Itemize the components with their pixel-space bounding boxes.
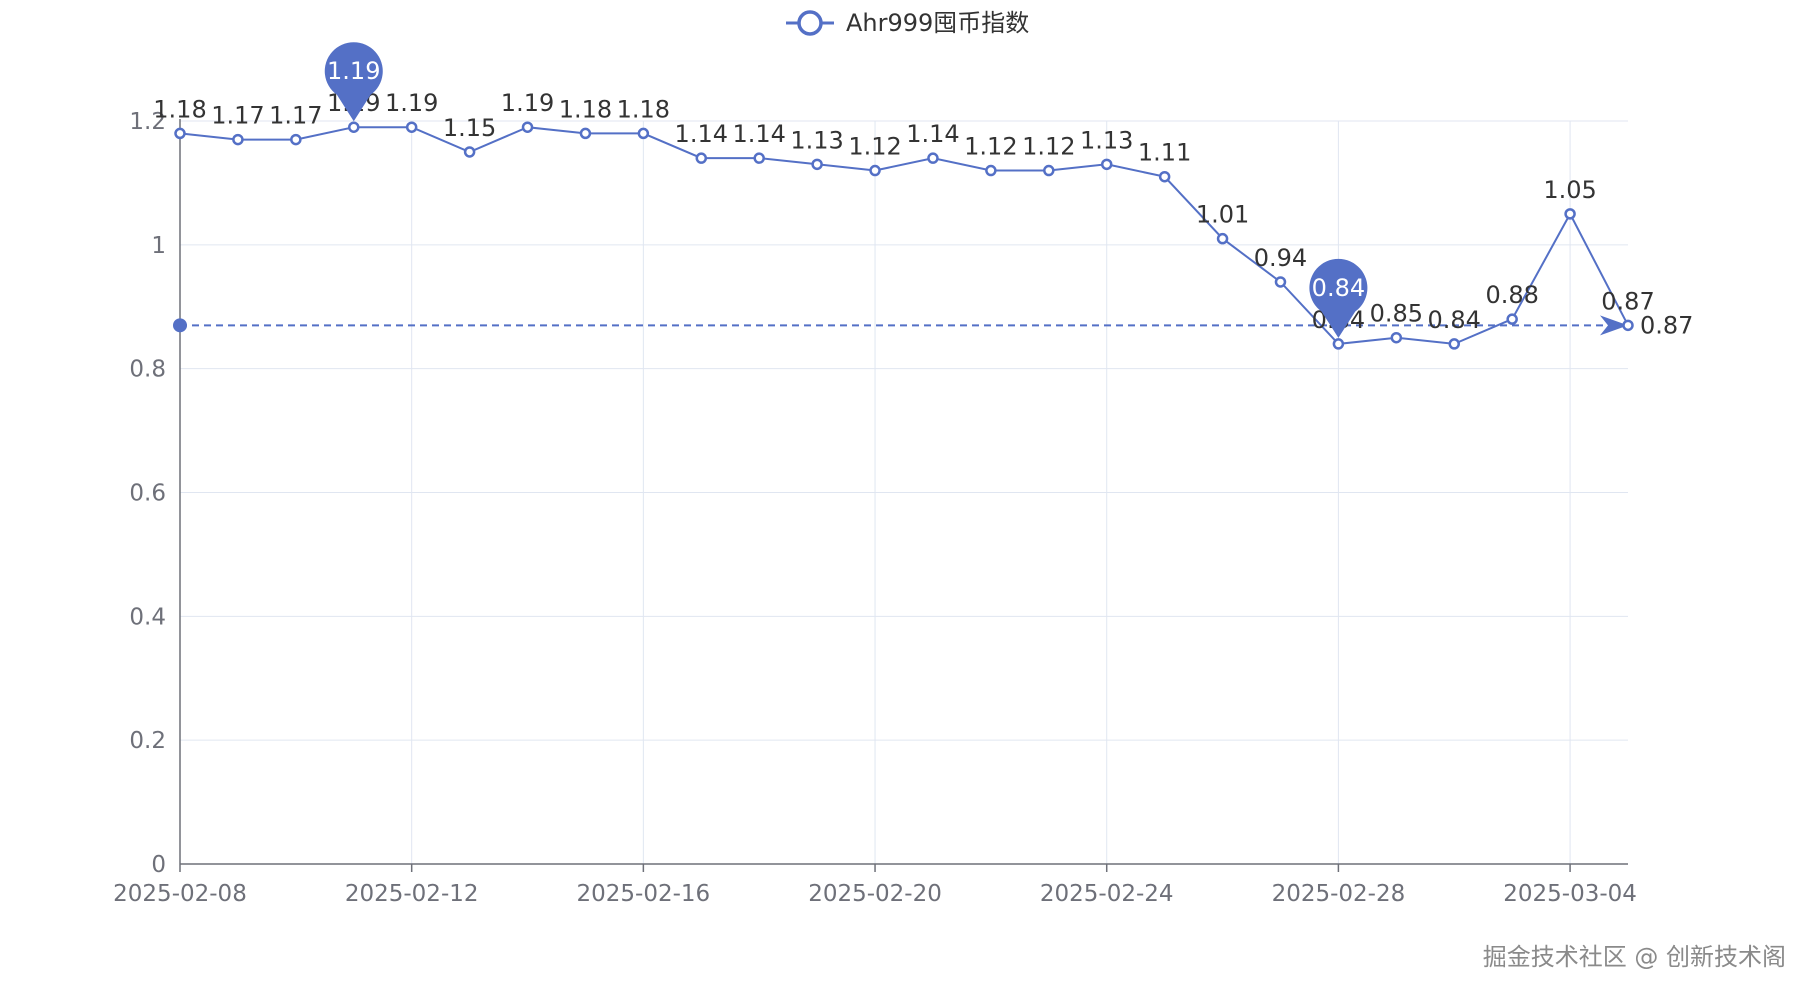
legend-circle-icon	[797, 10, 823, 36]
data-point	[1274, 276, 1287, 288]
data-label: 1.14	[732, 120, 785, 148]
data-point	[1332, 338, 1345, 350]
data-point	[579, 127, 592, 140]
data-label: 1.01	[1196, 201, 1249, 229]
data-point	[1564, 208, 1576, 220]
data-label: 1.11	[1138, 139, 1191, 167]
data-point	[405, 121, 418, 133]
data-label: 1.18	[153, 95, 206, 123]
mark-line-arrow	[1600, 315, 1628, 336]
data-label: 1.14	[906, 120, 959, 148]
data-point	[637, 127, 650, 140]
data-point	[753, 152, 765, 164]
y-tick-label: 0.4	[129, 604, 166, 630]
data-label: 1.05	[1543, 176, 1596, 204]
data-label: 1.12	[1022, 133, 1075, 161]
data-label: 1.17	[269, 102, 322, 130]
data-label: 1.13	[1080, 126, 1133, 154]
data-point	[811, 158, 823, 171]
grid-lines	[180, 120, 1628, 864]
y-tick-label: 0.6	[129, 481, 166, 507]
mark-point-pin	[1309, 258, 1368, 338]
y-tick-label: 1.2	[129, 109, 166, 135]
data-label: 0.85	[1370, 300, 1423, 328]
data-label: 1.12	[964, 133, 1017, 161]
data-label: 1.15	[443, 114, 496, 142]
data-point	[232, 133, 244, 146]
mark-point-label: 0.84	[1312, 274, 1365, 302]
data-label: 1.14	[675, 120, 728, 148]
y-tick-label: 1	[151, 233, 166, 259]
watermark: 掘金技术社区 @ 创新技术阁	[1482, 943, 1786, 971]
mark-points: 1.19 0.84	[324, 42, 1368, 338]
data-label: 1.18	[617, 95, 670, 123]
data-point	[521, 121, 534, 133]
series-line	[179, 126, 1629, 345]
data-point	[463, 146, 476, 158]
legend-label: Ahr999囤币指数	[846, 9, 1029, 37]
x-tick-label: 2025-03-04	[1503, 881, 1637, 907]
data-point	[1622, 319, 1634, 332]
mark-line-start-dot	[173, 318, 187, 333]
mark-line: 0.87	[173, 311, 1693, 339]
y-tick-label: 0.2	[129, 728, 166, 754]
data-label: 0.88	[1485, 281, 1538, 309]
data-point	[1043, 164, 1055, 177]
data-point	[1158, 170, 1171, 183]
data-label: 1.19	[385, 89, 438, 117]
data-point	[1506, 313, 1518, 325]
legend[interactable]: Ahr999囤币指数	[786, 9, 1029, 37]
data-point	[348, 121, 360, 133]
data-point	[1390, 331, 1403, 344]
y-tick-label: 0.8	[129, 357, 166, 383]
y-tick-label: 0	[151, 852, 166, 878]
x-tick-label: 2025-02-12	[345, 881, 479, 907]
data-point	[1448, 338, 1460, 350]
series-ahr999	[174, 121, 1634, 350]
data-label: 0.87	[1601, 287, 1654, 315]
x-tick-label: 2025-02-08	[113, 881, 247, 907]
data-label: 0.84	[1428, 306, 1481, 334]
data-labels: 1.181.171.171.191.191.151.191.181.181.14…	[153, 89, 1654, 334]
mark-line-label: 0.87	[1640, 311, 1693, 339]
mark-point-pin	[324, 42, 383, 122]
x-tick-label: 2025-02-16	[577, 881, 711, 907]
mark-point-label: 1.19	[327, 57, 380, 85]
data-label: 1.19	[501, 89, 554, 117]
data-point	[985, 164, 997, 177]
data-point	[1216, 232, 1229, 245]
data-point	[927, 152, 939, 164]
data-point	[1100, 158, 1113, 171]
x-tick-label: 2025-02-20	[808, 881, 942, 907]
axes: 0 0.2 0.4 0.6 0.8 1 1.2 2025-02-08 2025-02-12 202…	[113, 109, 1637, 907]
data-label: 1.17	[211, 102, 264, 130]
data-label: 1.18	[559, 95, 612, 123]
x-tick-label: 2025-02-24	[1040, 881, 1174, 907]
data-label: 1.13	[790, 126, 843, 154]
data-point	[290, 133, 302, 146]
data-label: 1.12	[848, 133, 901, 161]
data-point	[695, 152, 708, 164]
data-point	[174, 127, 186, 140]
data-label: 0.94	[1254, 244, 1307, 272]
data-point	[869, 164, 881, 177]
x-tick-label: 2025-02-28	[1272, 881, 1406, 907]
